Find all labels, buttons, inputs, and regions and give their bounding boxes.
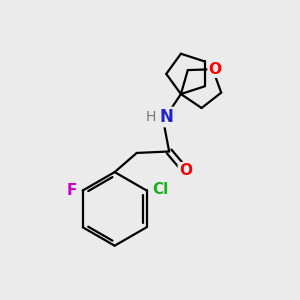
Text: O: O: [179, 163, 192, 178]
Text: N: N: [159, 108, 173, 126]
Text: F: F: [66, 183, 77, 198]
Text: Cl: Cl: [152, 182, 169, 196]
Text: H: H: [146, 110, 156, 124]
Text: O: O: [208, 62, 221, 77]
